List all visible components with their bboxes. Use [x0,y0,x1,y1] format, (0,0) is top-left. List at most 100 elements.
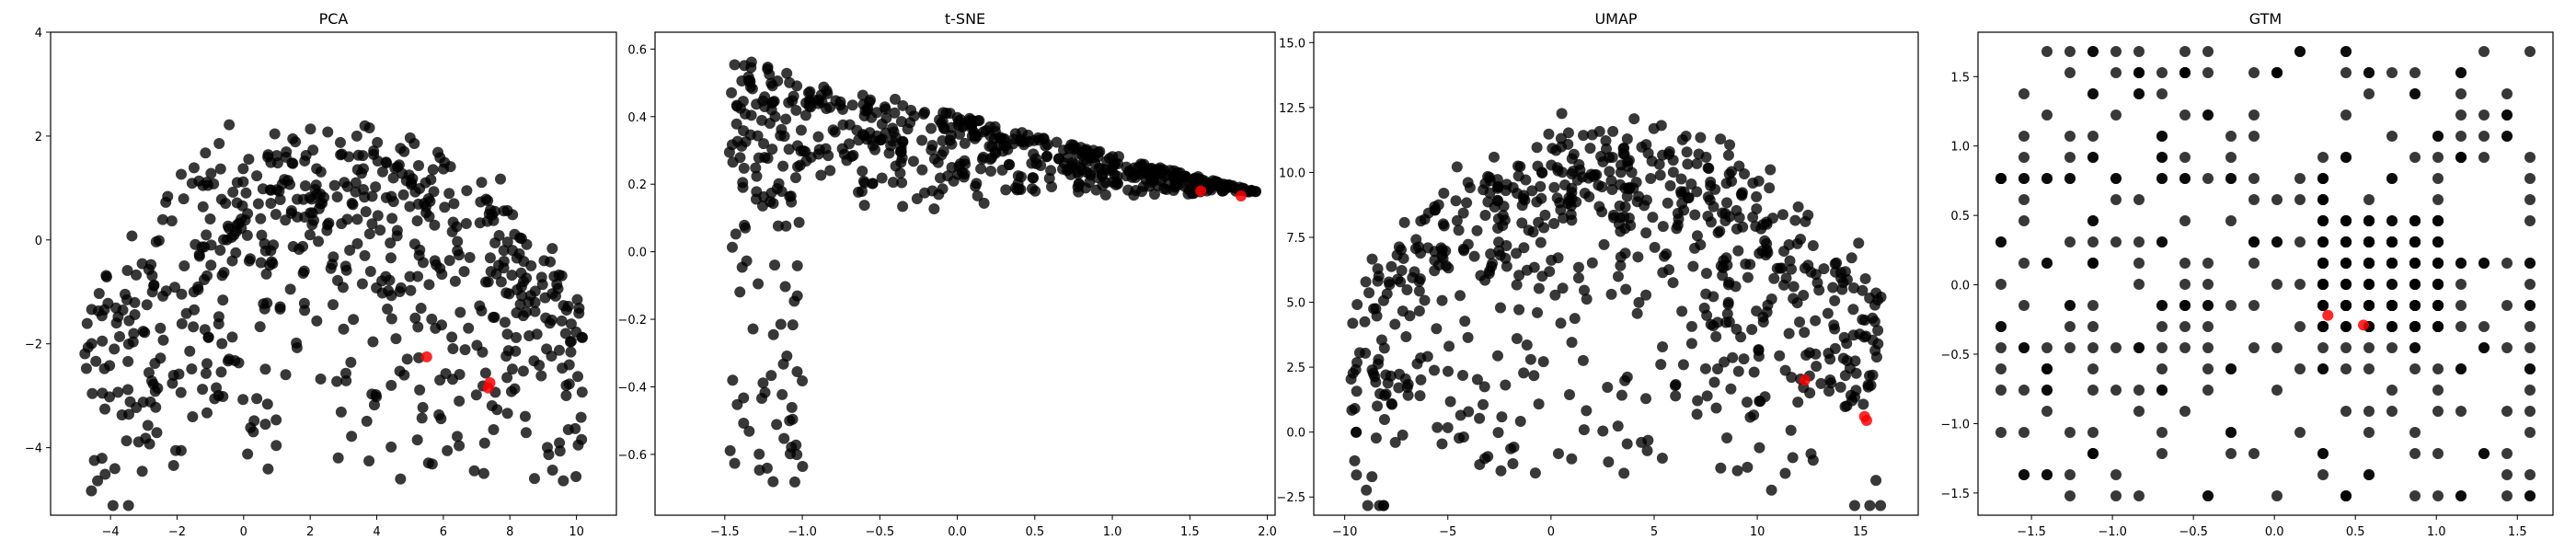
data-point [380,156,392,168]
data-point [1663,264,1675,276]
data-point [959,137,971,149]
data-point [2271,279,2283,290]
data-point [1751,202,1763,214]
data-point [1535,192,1547,204]
data-point [1374,387,1386,399]
data-point [344,244,356,256]
data-point [476,305,488,316]
data-point [1774,262,1786,274]
data-point [2386,406,2398,417]
data-point [766,144,778,155]
data-point [745,56,757,68]
x-tick-label: 2.0 [1258,525,1277,539]
data-point [461,185,473,197]
data-point [1454,432,1466,444]
x-tick-label: 10 [569,525,584,539]
data-point [284,283,296,295]
data-point [820,143,832,155]
data-point [2363,67,2375,78]
data-point [1735,189,1747,201]
data-point [2087,321,2099,332]
y-tick-label: −0.5 [1940,349,1970,362]
data-point [1705,179,1717,191]
data-point [261,398,273,410]
highlight-point [1235,190,1247,202]
data-point [131,269,143,281]
data-point [240,187,252,199]
data-point [2386,215,2398,226]
data-point [2064,490,2076,501]
data-point [565,318,577,330]
data-point [783,144,795,155]
data-point [1526,185,1538,197]
data-point [252,198,264,210]
data-point [2064,236,2076,247]
data-point [397,189,409,201]
data-point [2087,88,2099,99]
data-point [1864,500,1876,512]
data-point [1783,328,1795,339]
data-point [1699,362,1711,374]
data-point [2248,342,2260,353]
data-point [242,448,254,460]
data-point [518,256,530,268]
data-point [769,259,781,271]
data-point [977,151,989,163]
data-point [141,299,153,311]
data-point [350,177,362,189]
data-point [2524,321,2536,332]
data-point [243,255,255,267]
data-point [197,201,209,213]
data-point [2041,363,2053,374]
data-point [1857,398,1869,410]
data-point [2064,342,2076,353]
data-point [254,321,266,333]
data-point [2501,342,2513,353]
data-point [1528,370,1540,382]
data-point [81,317,93,329]
data-point [2248,448,2260,459]
data-point [1548,217,1560,229]
data-point [1786,263,1798,275]
data-point [1607,125,1619,137]
data-point [558,475,569,487]
data-point [1485,247,1497,259]
data-point [2524,152,2536,163]
data-point [405,284,417,296]
data-point [889,93,901,105]
data-point [1648,122,1660,134]
data-point [429,219,441,231]
data-point [197,384,209,396]
data-point [1653,158,1665,170]
data-point [178,193,190,205]
data-point [430,322,442,334]
data-point [932,156,944,168]
data-point [332,452,344,464]
data-point [2317,215,2329,226]
data-point [1807,240,1819,252]
data-point [2409,258,2421,269]
data-point [730,118,742,130]
data-point [2294,363,2306,374]
data-point [1512,170,1524,182]
data-point [1351,299,1363,311]
data-point [514,298,526,310]
data-point [2455,363,2467,374]
data-point [2225,215,2237,226]
x-tick-label: 1.5 [1180,525,1200,539]
data-point [2087,236,2099,247]
data-point [274,193,286,205]
data-point [1459,316,1471,328]
data-point [1495,465,1507,477]
data-point [2432,173,2444,184]
data-point [797,461,809,472]
data-point [1995,279,2007,290]
data-point [1717,207,1729,219]
data-point [729,59,741,71]
data-point [791,80,803,92]
data-point [1721,197,1733,209]
data-point [1605,175,1617,187]
data-point [1835,267,1847,279]
data-point [1618,211,1630,223]
x-tick-label: 4 [373,525,380,539]
